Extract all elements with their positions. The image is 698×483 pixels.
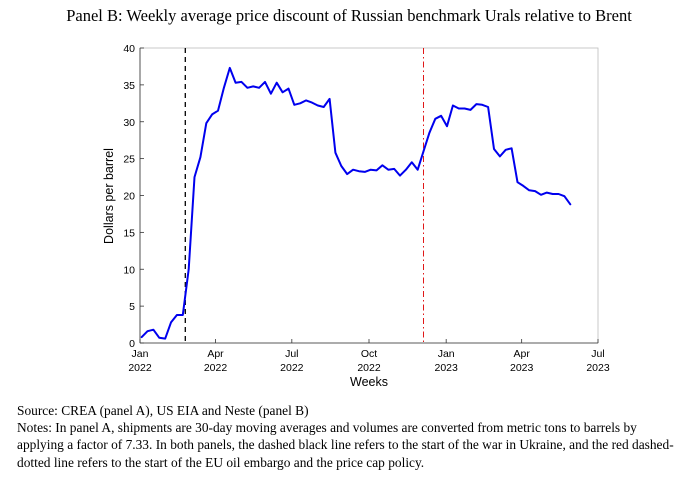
- x-tick-label-month: Oct: [361, 348, 377, 360]
- x-tick-label-year: 2022: [280, 362, 304, 374]
- line-chart: 0 5 10 15 20 25 30 35 40 Jan 2022 Apr 2022 Jul 2022 Oc…: [102, 43, 610, 389]
- reference-lines: [184, 48, 424, 343]
- methodology-note: Notes: In panel A, shipments are 30-day …: [17, 420, 674, 470]
- x-tick-label-month: Jan: [132, 348, 149, 360]
- y-tick-label: 40: [123, 43, 135, 55]
- source-note: Source: CREA (panel A), US EIA and Neste…: [17, 403, 309, 418]
- y-tick-label: 30: [123, 117, 135, 129]
- y-tick-label: 10: [123, 264, 135, 276]
- y-tick-label: 15: [123, 227, 135, 239]
- x-tick-label-year: 2022: [204, 362, 228, 374]
- x-axis-label: Weeks: [350, 375, 388, 389]
- chart-title: Panel B: Weekly average price discount o…: [66, 6, 632, 25]
- x-tick-label-year: 2023: [586, 362, 610, 374]
- series-group: [140, 66, 572, 340]
- y-axis-label: Dollars per barrel: [102, 148, 116, 244]
- y-tick-label: 5: [129, 301, 135, 313]
- plot-area-frame: [139, 47, 599, 344]
- x-tick-label-year: 2022: [357, 362, 381, 374]
- notes-block: Source: CREA (panel A), US EIA and Neste…: [17, 402, 687, 471]
- x-tick-label-month: Jan: [438, 348, 455, 360]
- y-axis: 0 5 10 15 20 25 30 35 40: [123, 43, 144, 350]
- y-tick-label: 20: [123, 191, 135, 203]
- x-tick-label-month: Apr: [513, 348, 530, 360]
- x-tick-label-year: 2022: [128, 362, 152, 374]
- series-line-0: [140, 66, 572, 340]
- y-tick-label: 25: [123, 154, 135, 166]
- y-tick-label: 35: [123, 80, 135, 92]
- x-tick-label-year: 2023: [434, 362, 458, 374]
- x-tick-label-year: 2023: [510, 362, 534, 374]
- x-tick-label-month: Jul: [285, 348, 298, 360]
- x-tick-label-month: Jul: [591, 348, 604, 360]
- y-tick-label: 0: [129, 338, 135, 350]
- x-axis: Jan 2022 Apr 2022 Jul 2022 Oct 2022 Jan 2023 Apr 20…: [128, 339, 610, 374]
- x-tick-label-month: Apr: [207, 348, 224, 360]
